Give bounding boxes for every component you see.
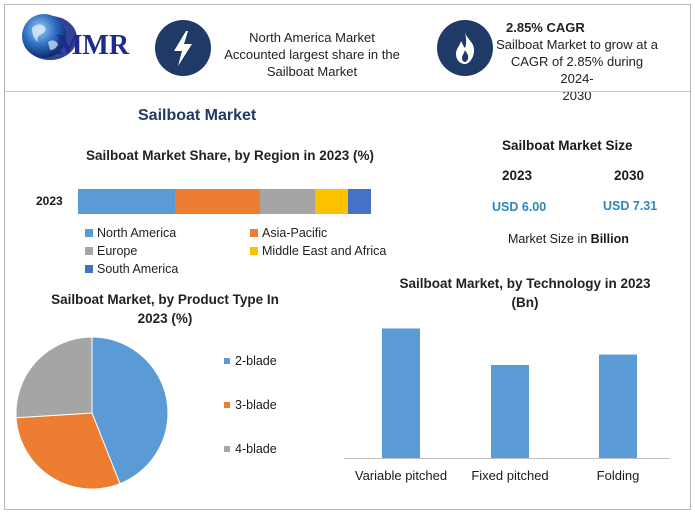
region-legend-item: Middle East and Africa [250, 244, 386, 258]
legend-swatch [224, 402, 230, 408]
region-chart-category: 2023 [36, 194, 63, 208]
region-legend-label: Europe [97, 244, 138, 258]
region-chart-title: Sailboat Market Share, by Region in 2023… [85, 148, 375, 163]
region-bar-segment-5 [347, 189, 371, 214]
market-size-year-2030: 2030 [614, 168, 645, 183]
technology-bar-2 [491, 365, 529, 459]
pie-legend-label: 3-blade [235, 398, 277, 412]
card1-line2: Accounted largest share in the [224, 47, 400, 62]
legend-swatch [250, 229, 258, 237]
region-bar-segment-3 [259, 189, 316, 214]
region-legend-item: Asia-Pacific [250, 226, 327, 240]
legend-swatch [85, 229, 93, 237]
technology-title-line2: (Bn) [511, 295, 539, 310]
market-size-note: Market Size in Billion [508, 232, 629, 246]
infographic-frame [4, 4, 691, 510]
mmr-logo: MMR [10, 8, 140, 80]
north-america-card-text: North America Market Accounted largest s… [212, 29, 412, 80]
legend-swatch [250, 247, 258, 255]
market-size-value-2023: USD 6.00 [492, 200, 547, 214]
market-size-title: Sailboat Market Size [502, 138, 633, 153]
pie-legend-item: 3-blade [224, 398, 277, 412]
flame-icon [437, 20, 493, 76]
card1-line3: Sailboat Market [266, 64, 358, 79]
region-legend-item: South America [85, 262, 178, 276]
card2-line2: CAGR of 2.85% during 2024- [510, 54, 644, 86]
market-size-note-prefix: Market Size in [508, 232, 591, 246]
region-stacked-bar [78, 189, 371, 214]
market-size-note-unit: Billion [590, 232, 629, 246]
legend-swatch [224, 358, 230, 364]
region-legend-label: Middle East and Africa [262, 244, 387, 258]
pie-legend-item: 4-blade [224, 442, 277, 456]
cagr-title: 2.85% CAGR [506, 20, 585, 35]
section-title: Sailboat Market [138, 107, 257, 124]
card1-line1: North America Market [249, 30, 375, 45]
card2-line1: Sailboat Market to grow at a [496, 37, 658, 52]
pie-slice-4-blade [15, 336, 93, 419]
product-type-chart-title: Sailboat Market, by Product Type In 2023… [30, 290, 300, 328]
logo-text: MMR [56, 30, 130, 61]
cagr-card-text: 2.85% CAGR Sailboat Market to grow at a … [494, 19, 660, 104]
technology-x-axis [344, 458, 670, 459]
region-bar-segment-1 [78, 189, 175, 214]
technology-category-label: Fixed pitched [471, 468, 549, 483]
region-legend-item: North America [85, 226, 176, 240]
market-size-year-2023: 2023 [502, 168, 533, 183]
technology-category-label: Variable pitched [354, 468, 448, 483]
product-type-pie-chart [15, 336, 169, 490]
region-bar-segment-2 [174, 189, 260, 214]
pie-slice-3-blade [15, 412, 121, 490]
region-legend-label: Asia-Pacific [262, 226, 328, 240]
lightning-icon [155, 20, 211, 76]
region-bar-segment-4 [315, 189, 348, 214]
technology-chart-title: Sailboat Market, by Technology in 2023 (… [380, 274, 670, 312]
market-size-value-2030: USD 7.31 [603, 199, 658, 213]
product-type-title-line1: Sailboat Market, by Product Type In [51, 292, 279, 307]
pie-legend-label: 2-blade [235, 354, 277, 368]
technology-category-label: Folding [596, 468, 640, 483]
card2-line3: 2030 [562, 88, 592, 103]
pie-legend-label: 4-blade [235, 442, 277, 456]
technology-bar-chart [382, 328, 637, 459]
legend-swatch [85, 247, 93, 255]
region-legend-item: Europe [85, 244, 137, 258]
product-type-title-line2: 2023 (%) [137, 311, 193, 326]
technology-title-line1: Sailboat Market, by Technology in 2023 [399, 276, 651, 291]
legend-swatch [85, 265, 93, 273]
pie-legend-item: 2-blade [224, 354, 277, 368]
region-legend-label: North America [97, 226, 177, 240]
pie-slice-2-blade [91, 336, 169, 485]
technology-bar-3 [599, 354, 637, 459]
region-legend-label: South America [97, 262, 179, 276]
legend-swatch [224, 446, 230, 452]
globe-icon [22, 14, 77, 60]
technology-bar-1 [382, 328, 420, 459]
header-divider [5, 91, 690, 92]
